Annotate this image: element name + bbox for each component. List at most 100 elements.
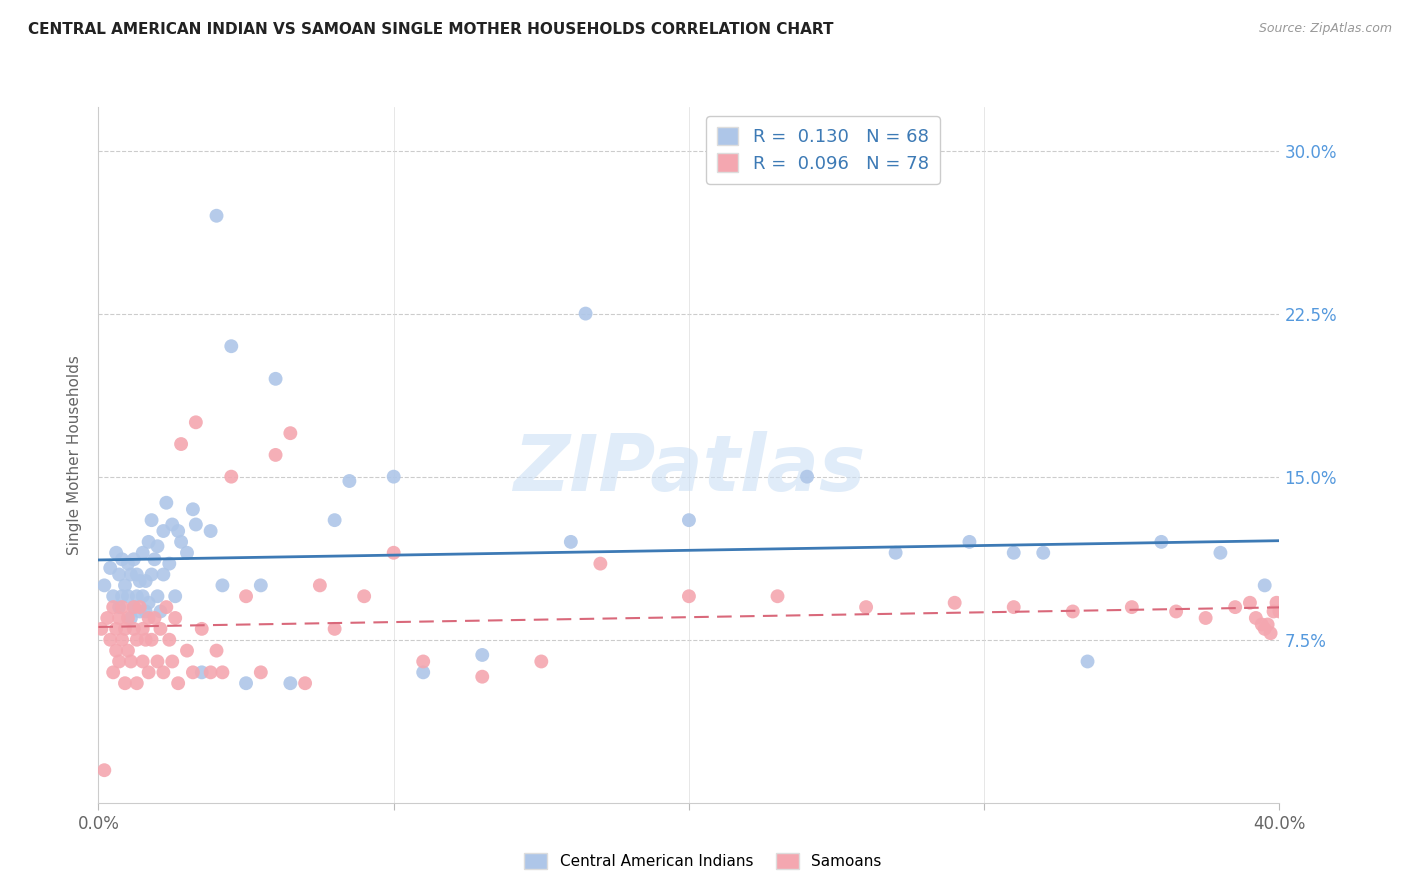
Point [184, 517, 207, 532]
Point [114, 676, 136, 690]
Legend: R =  0.130   N = 68, R =  0.096   N = 78: R = 0.130 N = 68, R = 0.096 N = 78 [706, 116, 939, 184]
Point [1032, 546, 1054, 560]
Point [132, 655, 155, 669]
Point [250, 578, 273, 592]
Point [146, 539, 169, 553]
Point [117, 643, 139, 657]
Point [943, 596, 966, 610]
Point [117, 589, 139, 603]
Point [1268, 605, 1291, 619]
Point [162, 517, 183, 532]
Point [105, 546, 128, 560]
Point [155, 496, 177, 510]
Point [111, 589, 134, 603]
Point [1257, 617, 1279, 632]
Point [122, 552, 145, 566]
Point [200, 665, 222, 680]
Point [157, 557, 180, 571]
Point [382, 469, 405, 483]
Point [170, 437, 193, 451]
Point [143, 552, 166, 566]
Point [264, 448, 287, 462]
Point [323, 622, 346, 636]
Point [176, 546, 198, 560]
Point [111, 632, 134, 647]
Point [93, 763, 115, 777]
Legend: Central American Indians, Samoans: Central American Indians, Samoans [519, 847, 887, 875]
Point [120, 611, 142, 625]
Text: Source: ZipAtlas.com: Source: ZipAtlas.com [1258, 22, 1392, 36]
Point [855, 600, 877, 615]
Point [1254, 622, 1277, 636]
Point [98, 561, 121, 575]
Point [122, 622, 145, 636]
Point [181, 502, 204, 516]
Point [162, 655, 183, 669]
Point [141, 567, 163, 582]
Point [141, 632, 163, 647]
Point [125, 589, 148, 603]
Point [191, 622, 214, 636]
Point [93, 578, 115, 592]
Point [167, 524, 190, 538]
Point [250, 665, 273, 680]
Point [117, 557, 139, 571]
Point [125, 567, 148, 582]
Point [1077, 655, 1099, 669]
Point [138, 611, 160, 625]
Point [125, 632, 148, 647]
Point [1223, 600, 1246, 615]
Point [1002, 546, 1025, 560]
Point [111, 600, 134, 615]
Point [138, 596, 160, 610]
Point [125, 676, 148, 690]
Point [796, 469, 818, 483]
Point [1209, 546, 1232, 560]
Point [471, 670, 494, 684]
Point [1195, 611, 1218, 625]
Point [884, 546, 907, 560]
Point [117, 611, 139, 625]
Point [211, 665, 233, 680]
Point [108, 611, 131, 625]
Y-axis label: Single Mother Households: Single Mother Households [67, 355, 83, 555]
Point [128, 574, 150, 588]
Point [323, 513, 346, 527]
Point [181, 665, 204, 680]
Point [1250, 617, 1272, 632]
Point [309, 578, 332, 592]
Point [132, 589, 155, 603]
Point [114, 578, 136, 592]
Point [1062, 605, 1084, 619]
Point [90, 622, 112, 636]
Point [138, 535, 160, 549]
Text: ZIPatlas: ZIPatlas [513, 431, 865, 507]
Point [146, 589, 169, 603]
Point [157, 632, 180, 647]
Point [138, 665, 160, 680]
Point [108, 655, 131, 669]
Point [191, 665, 214, 680]
Point [1254, 578, 1277, 592]
Point [1263, 605, 1285, 619]
Point [1244, 611, 1267, 625]
Point [219, 339, 242, 353]
Point [205, 209, 228, 223]
Point [132, 546, 155, 560]
Point [412, 665, 434, 680]
Point [589, 557, 612, 571]
Point [105, 643, 128, 657]
Point [152, 665, 174, 680]
Point [155, 600, 177, 615]
Point [211, 578, 233, 592]
Point [132, 622, 155, 636]
Point [278, 426, 302, 441]
Point [96, 611, 118, 625]
Point [219, 469, 242, 483]
Point [152, 524, 174, 538]
Point [678, 513, 700, 527]
Point [135, 632, 157, 647]
Point [959, 535, 981, 549]
Point [149, 622, 172, 636]
Point [152, 567, 174, 582]
